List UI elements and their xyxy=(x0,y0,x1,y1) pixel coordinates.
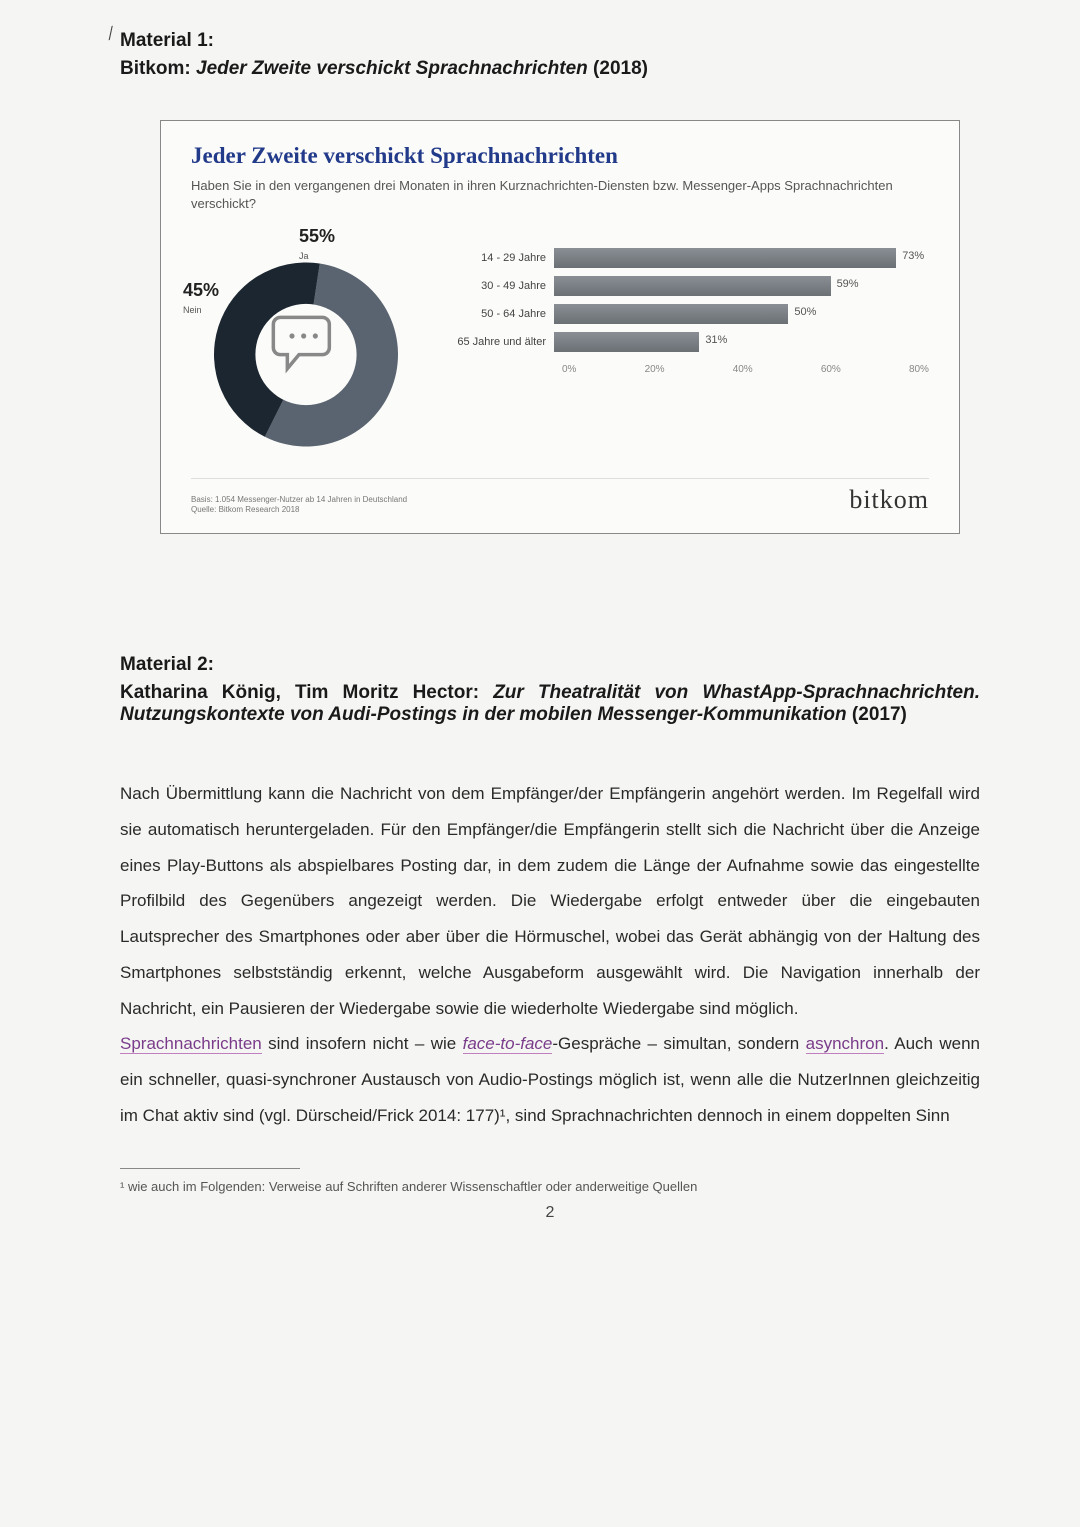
bar-track: 31% xyxy=(554,332,929,352)
hl-asynchron: asynchron xyxy=(806,1034,884,1054)
bar-track: 73% xyxy=(554,248,929,268)
bar-chart: 14 - 29 Jahre 73% 30 - 49 Jahre 59% 50 - 64 … xyxy=(456,228,929,375)
bar-category: 50 - 64 Jahre xyxy=(456,308,554,320)
bar-row: 65 Jahre und älter 31% xyxy=(456,332,929,352)
chart-footer-note: Basis: 1.054 Messenger-Nutzer ab 14 Jahr… xyxy=(191,495,407,516)
bar-row: 14 - 29 Jahre 73% xyxy=(456,248,929,268)
donut-ja-label: 55% Ja xyxy=(299,226,335,262)
hl-face-to-face: face-to-face xyxy=(463,1034,553,1054)
speech-bubble-icon xyxy=(271,308,341,378)
material2-year: (2017) xyxy=(847,704,907,725)
material2-heading: Material 2: xyxy=(120,654,980,676)
bar-row: 50 - 64 Jahre 50% xyxy=(456,304,929,324)
bitkom-logo: bitkom xyxy=(849,485,929,515)
bar-track: 50% xyxy=(554,304,929,324)
axis-tick: 60% xyxy=(821,364,841,375)
bar-value: 50% xyxy=(794,306,816,318)
bar-fill xyxy=(554,332,699,352)
body-text: Nach Übermittlung kann die Nachricht von… xyxy=(120,776,980,1133)
source-prefix: Bitkom: xyxy=(120,58,196,79)
chart-subtitle: Haben Sie in den vergangenen drei Monate… xyxy=(191,177,929,213)
chart-body: 55% Ja 45% Nein 14 - 29 xyxy=(191,228,929,458)
chart-container: Jeder Zweite verschickt Sprachnachrichte… xyxy=(160,120,960,534)
donut-nein-label: 45% Nein xyxy=(183,280,219,316)
bar-category: 65 Jahre und älter xyxy=(456,336,554,348)
hl-sprachnachrichten: Sprachnachrichten xyxy=(120,1034,262,1054)
material2-block: Material 2: Katharina König, Tim Moritz … xyxy=(120,654,980,1222)
chart-footer: Basis: 1.054 Messenger-Nutzer ab 14 Jahr… xyxy=(191,478,929,515)
source-year: (2018) xyxy=(588,58,648,79)
bar-value: 73% xyxy=(902,250,924,262)
axis-tick: 0% xyxy=(562,364,576,375)
body-paragraph-1: Nach Übermittlung kann die Nachricht von… xyxy=(120,776,980,1026)
bar-fill xyxy=(554,276,831,296)
axis-tick: 20% xyxy=(645,364,665,375)
bar-value: 31% xyxy=(705,334,727,346)
material1-source: Bitkom: Jeder Zweite verschickt Sprachna… xyxy=(120,58,980,80)
material1-heading: Material 1: xyxy=(120,30,980,52)
body-paragraph-2: Sprachnachrichten sind insofern nicht – … xyxy=(120,1026,980,1133)
bar-row: 30 - 49 Jahre 59% xyxy=(456,276,929,296)
bar-category: 30 - 49 Jahre xyxy=(456,280,554,292)
bar-axis: 0% 20% 40% 60% 80% xyxy=(456,364,929,375)
bar-fill xyxy=(554,304,788,324)
page-number: 2 xyxy=(120,1204,980,1222)
bar-category: 14 - 29 Jahre xyxy=(456,252,554,264)
donut-chart: 55% Ja 45% Nein xyxy=(191,228,421,458)
bar-value: 59% xyxy=(837,278,859,290)
footnote-rule xyxy=(120,1168,300,1169)
source-title: Jeder Zweite verschickt Sprachnachrichte… xyxy=(196,58,588,79)
material2-source: Katharina König, Tim Moritz Hector: Zur … xyxy=(120,682,980,726)
chart-title: Jeder Zweite verschickt Sprachnachrichte… xyxy=(191,143,929,169)
footnote: ¹ wie auch im Folgenden: Verweise auf Sc… xyxy=(120,1179,980,1194)
axis-tick: 40% xyxy=(733,364,753,375)
hand-tick-mark: ⁄ xyxy=(106,23,116,44)
bar-fill xyxy=(554,248,896,268)
bar-track: 59% xyxy=(554,276,929,296)
axis-tick: 80% xyxy=(909,364,929,375)
material2-authors: Katharina König, Tim Moritz Hector: xyxy=(120,682,493,703)
